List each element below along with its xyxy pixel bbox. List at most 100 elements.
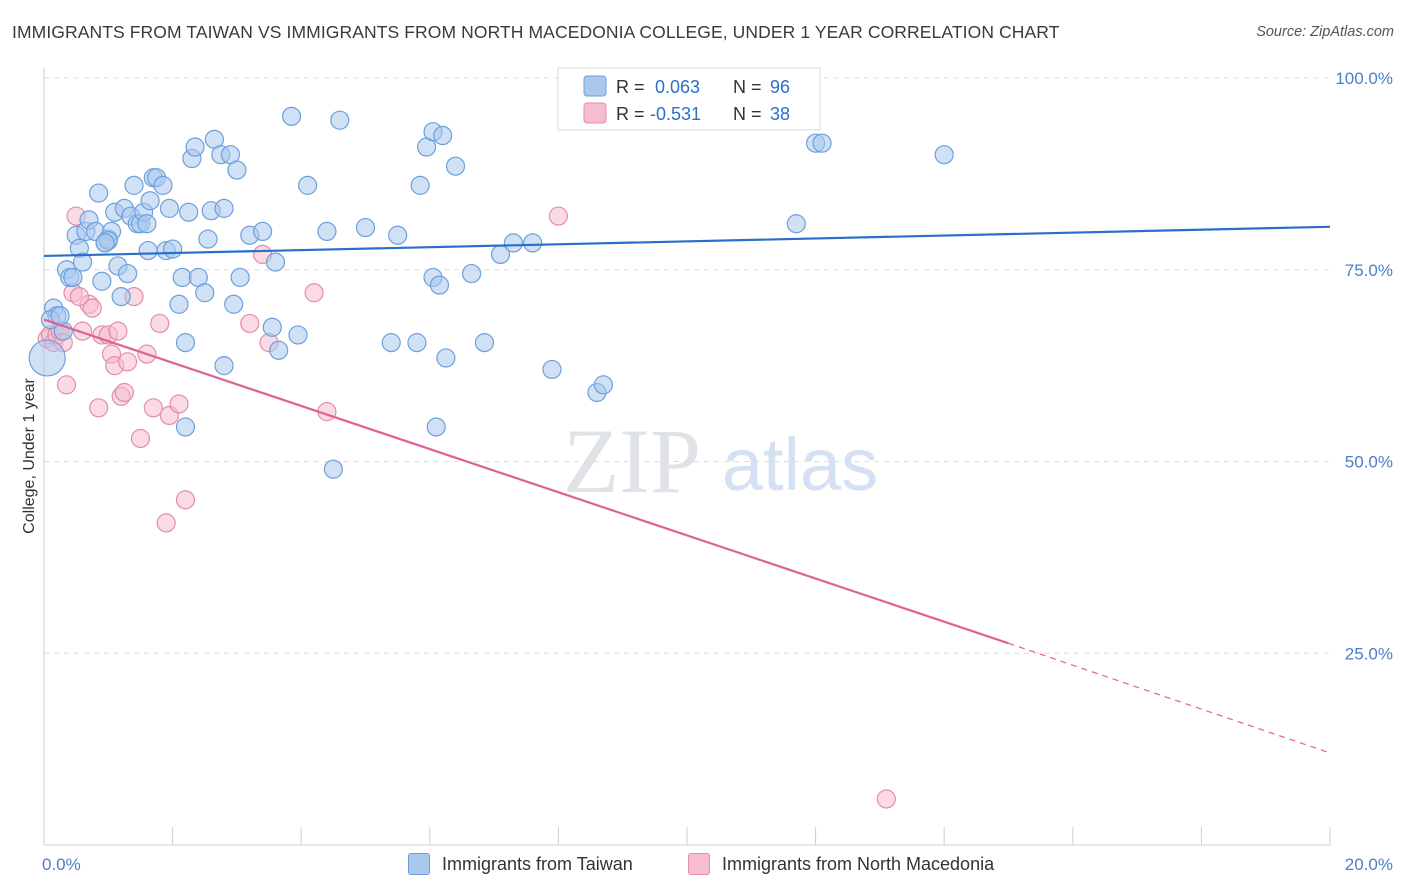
taiwan-point bbox=[124, 175, 144, 195]
source-label: Source: ZipAtlas.com bbox=[1256, 24, 1394, 40]
taiwan-point bbox=[388, 225, 408, 245]
macedonia-point bbox=[156, 513, 176, 533]
taiwan-point bbox=[429, 275, 450, 295]
taiwan-point bbox=[407, 333, 427, 353]
macedonia-point bbox=[89, 398, 109, 418]
bottom-legend-macedonia: Immigrants from North Macedonia bbox=[688, 852, 994, 876]
taiwan-point bbox=[265, 252, 286, 272]
taiwan-point bbox=[523, 233, 543, 253]
series-macedonia-points bbox=[37, 206, 896, 809]
taiwan-point bbox=[381, 333, 401, 353]
taiwan-point bbox=[63, 267, 83, 288]
grid-lines bbox=[44, 77, 1330, 654]
taiwan-point bbox=[175, 417, 196, 437]
macedonia-point bbox=[72, 321, 93, 341]
bottom-legend-taiwan-label: Immigrants from Taiwan bbox=[442, 853, 633, 874]
taiwan-point bbox=[445, 156, 466, 176]
macedonia-point bbox=[56, 375, 77, 395]
macedonia-trend-line bbox=[43, 318, 1009, 645]
taiwan-point bbox=[934, 145, 954, 165]
taiwan-point bbox=[474, 333, 495, 353]
legend-macedonia-r-value: -0.531 bbox=[650, 104, 701, 124]
macedonia-point bbox=[130, 428, 151, 449]
taiwan-point bbox=[461, 263, 482, 284]
x-ticks bbox=[43, 827, 1331, 845]
taiwan-point bbox=[503, 233, 523, 253]
series-taiwan-points bbox=[28, 106, 954, 479]
taiwan-point bbox=[230, 267, 250, 288]
taiwan-point bbox=[175, 333, 196, 353]
taiwan-point bbox=[812, 133, 832, 153]
legend-macedonia-r-label: R = bbox=[616, 104, 645, 124]
taiwan-point bbox=[111, 286, 131, 307]
legend-macedonia-n-value: 38 bbox=[770, 104, 790, 124]
macedonia-point bbox=[82, 298, 102, 318]
taiwan-point bbox=[542, 359, 562, 380]
taiwan-point bbox=[410, 175, 430, 195]
taiwan-point bbox=[169, 294, 189, 314]
x-tick-label: 20.0% bbox=[1345, 855, 1393, 874]
taiwan-point bbox=[92, 271, 112, 291]
taiwan-point bbox=[140, 191, 160, 211]
macedonia-point bbox=[304, 283, 324, 303]
taiwan-point bbox=[253, 221, 273, 241]
y-axis-label: College, Under 1 year bbox=[21, 378, 38, 534]
taiwan-point bbox=[288, 325, 308, 345]
legend-taiwan-n-label: N = bbox=[733, 77, 762, 97]
macedonia-point bbox=[108, 321, 128, 341]
y-tick-labels: 25.0% 50.0% 75.0% 100.0% bbox=[1335, 69, 1393, 663]
taiwan-point bbox=[317, 221, 337, 241]
taiwan-point bbox=[214, 198, 234, 218]
taiwan-point bbox=[281, 106, 302, 126]
taiwan-point bbox=[172, 267, 192, 288]
x-tick-labels: 0.0% 20.0% bbox=[42, 855, 1393, 874]
taiwan-point bbox=[89, 183, 109, 203]
legend-taiwan-n-value: 96 bbox=[770, 77, 790, 97]
taiwan-point bbox=[28, 339, 66, 377]
chart-title: IMMIGRANTS FROM TAIWAN VS IMMIGRANTS FRO… bbox=[12, 22, 1060, 42]
taiwan-point bbox=[95, 233, 115, 253]
taiwan-point bbox=[198, 229, 218, 249]
taiwan-point bbox=[179, 202, 199, 222]
taiwan-point bbox=[159, 198, 179, 218]
taiwan-point bbox=[224, 294, 244, 314]
x-tick-label: 0.0% bbox=[42, 855, 81, 874]
bottom-legend-taiwan-swatch bbox=[408, 853, 430, 875]
taiwan-point bbox=[137, 214, 157, 234]
bottom-legend-taiwan: Immigrants from Taiwan bbox=[408, 852, 633, 876]
taiwan-point bbox=[214, 356, 234, 376]
macedonia-point bbox=[150, 313, 170, 334]
taiwan-point bbox=[786, 214, 806, 234]
legend-macedonia-swatch bbox=[583, 102, 607, 124]
macedonia-point bbox=[114, 382, 134, 403]
taiwan-point bbox=[163, 239, 183, 259]
taiwan-point bbox=[436, 348, 456, 368]
macedonia-point bbox=[69, 286, 89, 307]
taiwan-point bbox=[195, 283, 215, 303]
stats-legend: R = 0.063 N = 96 R = -0.531 N = 38 bbox=[557, 67, 821, 131]
macedonia-point bbox=[876, 789, 896, 809]
taiwan-point bbox=[426, 417, 446, 437]
macedonia-point bbox=[240, 313, 260, 334]
taiwan-trend-line bbox=[43, 225, 1331, 258]
legend-taiwan-r-value: 0.063 bbox=[655, 77, 700, 97]
macedonia-trend-extension bbox=[1008, 642, 1331, 754]
bottom-legend-macedonia-swatch bbox=[688, 853, 710, 875]
taiwan-point bbox=[72, 252, 93, 272]
legend-taiwan-r-label: R = bbox=[616, 77, 645, 97]
taiwan-point bbox=[185, 137, 205, 157]
y-tick-label: 25.0% bbox=[1345, 644, 1393, 663]
taiwan-point bbox=[153, 175, 173, 195]
y-tick-label: 100.0% bbox=[1335, 69, 1393, 88]
y-tick-label: 75.0% bbox=[1345, 261, 1393, 280]
taiwan-point bbox=[298, 175, 318, 195]
watermark-atlas: atlas bbox=[722, 423, 878, 506]
taiwan-point bbox=[262, 317, 282, 337]
taiwan-point bbox=[117, 263, 138, 284]
taiwan-point bbox=[433, 125, 453, 146]
taiwan-point bbox=[323, 459, 343, 479]
taiwan-point bbox=[593, 375, 614, 395]
macedonia-point bbox=[169, 394, 189, 414]
macedonia-point bbox=[117, 352, 138, 372]
